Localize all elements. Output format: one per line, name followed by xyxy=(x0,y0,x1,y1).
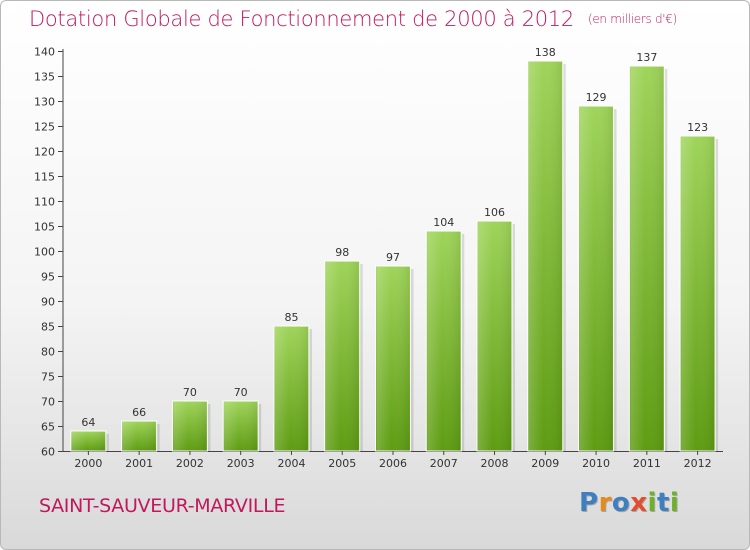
x-tick-label: 2002 xyxy=(176,457,204,470)
bar-highlight xyxy=(681,137,715,451)
logo-letter: r xyxy=(598,488,612,518)
bar-value-label: 85 xyxy=(284,311,298,324)
bar-highlight xyxy=(579,107,613,451)
bar-highlight xyxy=(325,262,359,451)
bar-highlight xyxy=(224,402,258,451)
x-tick-label: 2005 xyxy=(328,457,356,470)
chart-title-text: Dotation Globale de Fonctionnement de 20… xyxy=(29,7,574,31)
y-tick-label: 95 xyxy=(41,271,55,284)
bar-highlight xyxy=(630,67,664,451)
y-tick-label: 110 xyxy=(34,196,55,209)
bar-value-label: 137 xyxy=(636,51,657,64)
proxiti-logo[interactable]: Proxiti xyxy=(579,488,679,518)
bar-highlight xyxy=(71,432,105,451)
x-tick-label: 2000 xyxy=(74,457,102,470)
bar-value-label: 138 xyxy=(535,46,556,59)
bar-highlight xyxy=(376,267,410,451)
x-tick-label: 2008 xyxy=(481,457,509,470)
x-tick-label: 2007 xyxy=(430,457,458,470)
bar-value-label: 64 xyxy=(81,416,95,429)
logo-letter: x xyxy=(630,488,648,518)
bar-value-label: 123 xyxy=(687,121,708,134)
bar-value-label: 104 xyxy=(433,216,454,229)
bar-highlight xyxy=(274,327,308,451)
y-tick-label: 100 xyxy=(34,246,55,259)
y-tick-label: 105 xyxy=(34,221,55,234)
logo-letter: i xyxy=(669,488,680,518)
bar-value-label: 70 xyxy=(183,386,197,399)
unit-note: (en milliers d'€) xyxy=(587,12,677,26)
logo-letter: t xyxy=(656,488,670,518)
y-tick-label: 115 xyxy=(34,171,55,184)
y-tick-label: 120 xyxy=(34,146,55,159)
commune-name: SAINT-SAUVEUR-MARVILLE xyxy=(39,495,286,517)
y-tick-label: 70 xyxy=(41,396,55,409)
y-tick-label: 80 xyxy=(41,346,55,359)
x-tick-label: 2009 xyxy=(531,457,559,470)
x-tick-label: 2011 xyxy=(633,457,661,470)
y-tick-label: 75 xyxy=(41,371,55,384)
logo-letter: i xyxy=(647,488,657,518)
y-tick-label: 125 xyxy=(34,121,55,134)
x-tick-label: 2012 xyxy=(684,457,712,470)
bar-value-label: 98 xyxy=(335,246,349,259)
bar-highlight xyxy=(122,422,156,451)
x-tick-label: 2001 xyxy=(125,457,153,470)
x-tick-label: 2010 xyxy=(582,457,610,470)
chart-title: Dotation Globale de Fonctionnement de 20… xyxy=(29,7,677,31)
bar-value-label: 129 xyxy=(586,91,607,104)
y-tick-label: 85 xyxy=(41,321,55,334)
y-tick-label: 135 xyxy=(34,71,55,84)
bar-highlight xyxy=(173,402,207,451)
bar-highlight xyxy=(478,222,512,451)
y-tick-label: 130 xyxy=(34,96,55,109)
bar-highlight xyxy=(528,62,562,451)
bar-value-label: 70 xyxy=(234,386,248,399)
x-tick-label: 2004 xyxy=(277,457,305,470)
bar-value-label: 66 xyxy=(132,406,146,419)
logo-letter: o xyxy=(611,488,631,518)
logo-letter: P xyxy=(579,488,599,518)
y-tick-label: 60 xyxy=(41,446,55,459)
x-tick-label: 2006 xyxy=(379,457,407,470)
y-tick-label: 140 xyxy=(34,46,55,59)
x-tick-label: 2003 xyxy=(227,457,255,470)
bar-value-label: 97 xyxy=(386,251,400,264)
bar-value-label: 106 xyxy=(484,206,505,219)
y-tick-label: 65 xyxy=(41,421,55,434)
y-tick-label: 90 xyxy=(41,296,55,309)
bar-highlight xyxy=(427,232,461,451)
